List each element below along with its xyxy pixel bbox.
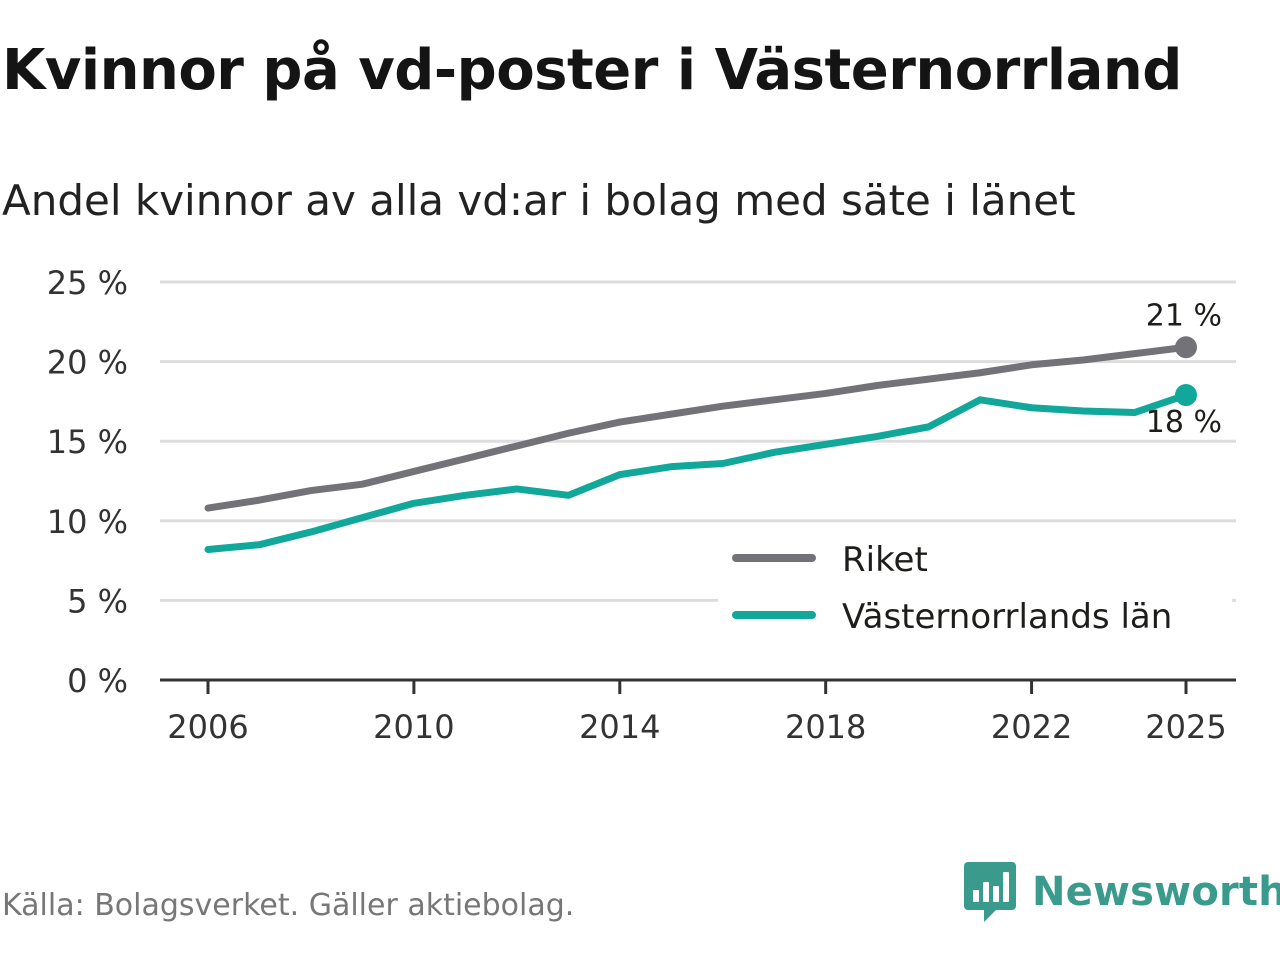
end-point-marker: [1175, 336, 1197, 359]
series-line-1: [204, 391, 1190, 553]
end-point-marker: [1175, 384, 1197, 407]
x-tick-label: 2022: [991, 708, 1072, 746]
x-tick-label: 2025: [1145, 708, 1226, 746]
x-tick-label: 2010: [373, 708, 454, 746]
chart-title: Kvinnor på vd-poster i Västernorrland: [2, 38, 1182, 103]
brand-name: Newsworthy: [1032, 869, 1280, 915]
end-value-label: 18 %: [1146, 405, 1222, 440]
chart-subtitle: Andel kvinnor av alla vd:ar i bolag med …: [2, 176, 1076, 225]
end-value-label: 21 %: [1146, 298, 1222, 333]
y-tick-label: 15 %: [47, 423, 128, 461]
y-tick-label: 0 %: [67, 662, 128, 700]
x-tick-label: 2018: [785, 708, 866, 746]
x-tick-label: 2006: [167, 708, 248, 746]
newsworthy-logo-icon: [964, 862, 1016, 922]
legend-label: Västernorrlands län: [842, 597, 1172, 637]
x-tick-label: 2014: [579, 708, 660, 746]
y-tick-label: 5 %: [67, 582, 128, 620]
y-tick-label: 20 %: [47, 344, 128, 382]
brand-logo: Newsworthy: [964, 862, 1280, 922]
y-tick-label: 10 %: [47, 503, 128, 541]
y-tick-label: 25 %: [47, 264, 128, 302]
series-line-0: [204, 343, 1190, 512]
legend-background: [718, 530, 1232, 652]
source-note: Källa: Bolagsverket. Gäller aktiebolag.: [2, 888, 575, 923]
legend-label: Riket: [842, 540, 928, 580]
